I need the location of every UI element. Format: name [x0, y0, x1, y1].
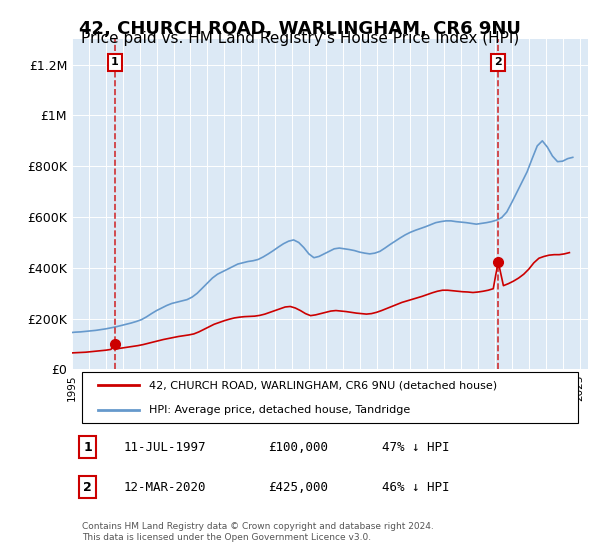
- Text: HPI: Average price, detached house, Tandridge: HPI: Average price, detached house, Tand…: [149, 405, 410, 416]
- Text: 2: 2: [83, 481, 92, 494]
- Text: £100,000: £100,000: [268, 441, 328, 454]
- Text: 11-JUL-1997: 11-JUL-1997: [124, 441, 206, 454]
- Text: 42, CHURCH ROAD, WARLINGHAM, CR6 9NU: 42, CHURCH ROAD, WARLINGHAM, CR6 9NU: [79, 20, 521, 38]
- Text: 42, CHURCH ROAD, WARLINGHAM, CR6 9NU (detached house): 42, CHURCH ROAD, WARLINGHAM, CR6 9NU (de…: [149, 380, 497, 390]
- Text: Contains HM Land Registry data © Crown copyright and database right 2024.
This d: Contains HM Land Registry data © Crown c…: [82, 522, 434, 542]
- Text: 1: 1: [83, 441, 92, 454]
- Text: 46% ↓ HPI: 46% ↓ HPI: [382, 481, 449, 494]
- Text: £425,000: £425,000: [268, 481, 328, 494]
- FancyBboxPatch shape: [82, 372, 578, 423]
- Text: 1: 1: [111, 57, 119, 67]
- Text: 2: 2: [494, 57, 502, 67]
- Text: 47% ↓ HPI: 47% ↓ HPI: [382, 441, 449, 454]
- Text: Price paid vs. HM Land Registry's House Price Index (HPI): Price paid vs. HM Land Registry's House …: [81, 31, 519, 46]
- Text: 12-MAR-2020: 12-MAR-2020: [124, 481, 206, 494]
